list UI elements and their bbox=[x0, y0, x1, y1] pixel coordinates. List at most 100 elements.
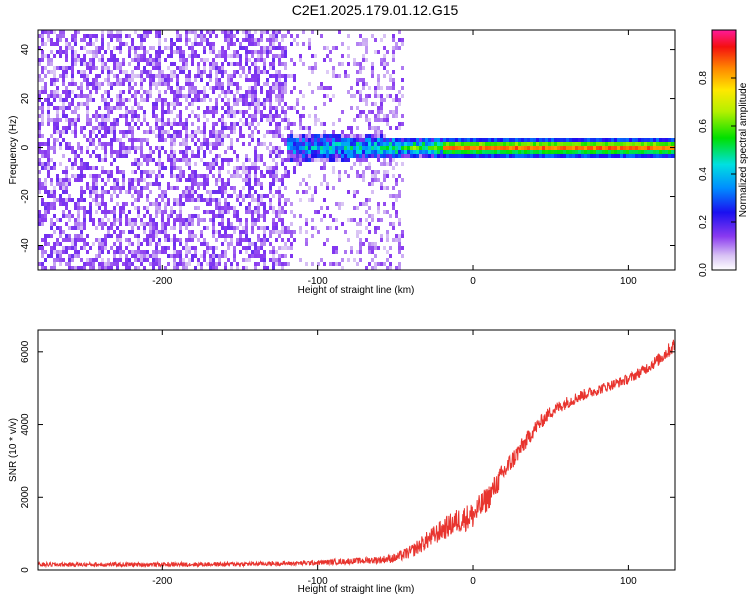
spectrogram-cell bbox=[185, 162, 188, 166]
spectrogram-cell bbox=[200, 90, 203, 94]
spectrogram-cell bbox=[128, 130, 131, 134]
spectrogram-cell bbox=[242, 266, 245, 270]
spectrogram-cell bbox=[260, 254, 263, 258]
spectrogram-cell bbox=[146, 90, 149, 94]
spectrogram-cell bbox=[368, 146, 371, 150]
spectrogram-cell bbox=[356, 158, 359, 162]
spectrogram-cell bbox=[119, 142, 122, 146]
spectrogram-cell bbox=[167, 198, 170, 202]
spectrogram-cell bbox=[101, 186, 104, 190]
spectrogram-cell bbox=[113, 106, 116, 110]
spectrogram-cell bbox=[392, 34, 395, 38]
spectrogram-cell bbox=[545, 150, 548, 154]
spectrogram-cell bbox=[668, 146, 671, 150]
spectrogram-cell bbox=[80, 70, 83, 74]
spectrogram-cell bbox=[257, 238, 260, 242]
spectrogram-cell bbox=[278, 74, 281, 78]
spectrogram-cell bbox=[650, 154, 653, 158]
spectrogram-cell bbox=[185, 134, 188, 138]
spectrogram-cell bbox=[257, 142, 260, 146]
spectrogram-cell bbox=[392, 150, 395, 154]
spectrogram-cell bbox=[530, 154, 533, 158]
spectrogram-cell bbox=[236, 38, 239, 42]
spectrogram-cell bbox=[260, 86, 263, 90]
spectrogram-cell bbox=[200, 254, 203, 258]
spectrogram-cell bbox=[170, 134, 173, 138]
spectrogram-cell bbox=[383, 134, 386, 138]
spectrogram-cell bbox=[98, 262, 101, 266]
spectrogram-cell bbox=[239, 42, 242, 46]
spectrogram-cell bbox=[272, 222, 275, 226]
spectrogram-cell bbox=[155, 258, 158, 262]
spectrogram-cell bbox=[158, 58, 161, 62]
spectrogram-cell bbox=[167, 122, 170, 126]
spectrogram-cell bbox=[125, 114, 128, 118]
spectrogram-cell bbox=[386, 154, 389, 158]
spectrogram-cell bbox=[170, 158, 173, 162]
spectrogram-cell bbox=[203, 130, 206, 134]
spectrogram-cell bbox=[209, 190, 212, 194]
spectrogram-cell bbox=[395, 106, 398, 110]
spectrogram-cell bbox=[107, 58, 110, 62]
spectrogram-cell bbox=[281, 86, 284, 90]
spectrogram-cell bbox=[305, 230, 308, 234]
spectrogram-cell bbox=[101, 218, 104, 222]
spectrogram-cell bbox=[134, 186, 137, 190]
spectrogram-cell bbox=[53, 222, 56, 226]
spectrogram-cell bbox=[362, 178, 365, 182]
spectrogram-cell bbox=[275, 70, 278, 74]
spectrogram-cell bbox=[119, 230, 122, 234]
spectrogram-cell bbox=[242, 134, 245, 138]
spectrogram-cell bbox=[275, 110, 278, 114]
spectrogram-cell bbox=[251, 218, 254, 222]
spectrogram-cell bbox=[233, 74, 236, 78]
spectrogram-cell bbox=[56, 38, 59, 42]
spectrogram-cell bbox=[254, 66, 257, 70]
spectrogram-cell bbox=[50, 182, 53, 186]
spectrogram-cell bbox=[71, 110, 74, 114]
spectrogram-cell bbox=[293, 150, 296, 154]
spectrogram-cell bbox=[323, 86, 326, 90]
spectrogram-cell bbox=[59, 226, 62, 230]
spectrogram-cell bbox=[74, 158, 77, 162]
spectrogram-cell bbox=[44, 238, 47, 242]
spectrogram-cell bbox=[128, 266, 131, 270]
spectrogram-cell bbox=[392, 114, 395, 118]
spectrogram-cell bbox=[86, 66, 89, 70]
spectrogram-cell bbox=[188, 86, 191, 90]
spectrogram-cell bbox=[131, 146, 134, 150]
spectrogram-cell bbox=[314, 66, 317, 70]
spectrogram-cell bbox=[134, 54, 137, 58]
spectrogram-cell bbox=[158, 202, 161, 206]
spectrogram-cell bbox=[101, 54, 104, 58]
spectrogram-cell bbox=[323, 134, 326, 138]
spectrogram-cell bbox=[215, 206, 218, 210]
spectrogram-cell bbox=[146, 138, 149, 142]
spectrogram-cell bbox=[632, 150, 635, 154]
spectrogram-cell bbox=[137, 190, 140, 194]
spectrogram-cell bbox=[56, 258, 59, 262]
spectrogram-cell bbox=[614, 142, 617, 146]
spectrogram-cell bbox=[323, 150, 326, 154]
spectrogram-cell bbox=[185, 246, 188, 250]
spectrogram-cell bbox=[380, 106, 383, 110]
spectrogram-cell bbox=[140, 42, 143, 46]
spectrogram-cell bbox=[122, 102, 125, 106]
spectrogram-cell bbox=[284, 110, 287, 114]
spectrogram-cell bbox=[341, 138, 344, 142]
spectrogram-cell bbox=[137, 206, 140, 210]
spectrogram-cell bbox=[227, 30, 230, 34]
spectrogram-cell bbox=[68, 182, 71, 186]
spectrogram-cell bbox=[371, 66, 374, 70]
spectrogram-cell bbox=[269, 170, 272, 174]
spectrogram-cell bbox=[170, 170, 173, 174]
spectrogram-cell bbox=[440, 142, 443, 146]
spectrogram-cell bbox=[158, 98, 161, 102]
spectrogram-cell bbox=[299, 162, 302, 166]
spectrogram-cell bbox=[56, 90, 59, 94]
spectrogram-cell bbox=[176, 254, 179, 258]
spectrogram-cell bbox=[269, 174, 272, 178]
spectrogram-cell bbox=[401, 230, 404, 234]
spectrogram-cell bbox=[164, 98, 167, 102]
spectrogram-cell bbox=[335, 142, 338, 146]
